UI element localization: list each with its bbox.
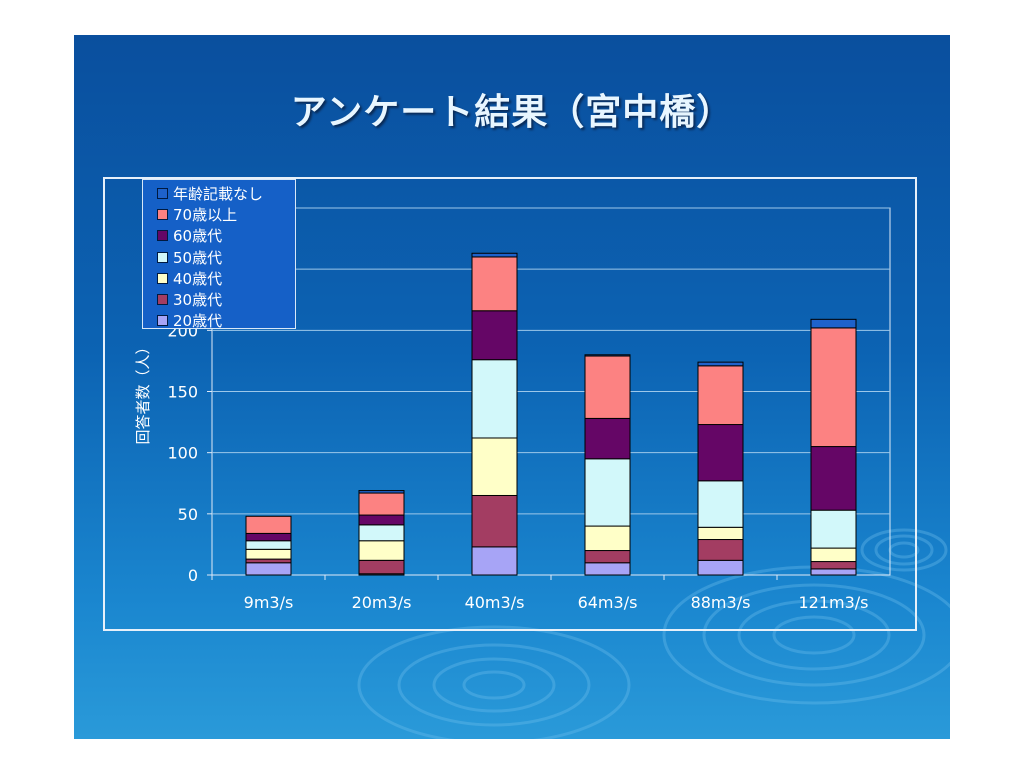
legend-label: 70歳以上 (173, 206, 238, 225)
bar-segment (584, 525, 631, 552)
bar-segment (471, 310, 518, 361)
bar-segment (584, 417, 631, 460)
y-tick-label: 0 (188, 566, 198, 585)
water-ripple-decoration (357, 528, 950, 739)
bar-segment (245, 540, 292, 550)
legend-item: 40歳代 (157, 268, 295, 289)
legend-item: 20歳代 (157, 310, 295, 331)
slide-title: アンケート結果（宮中橋） (290, 92, 734, 133)
legend-swatch (157, 209, 168, 221)
legend-item: 50歳代 (157, 247, 295, 268)
y-tick-label: 50 (178, 505, 198, 524)
bar-segment (471, 437, 518, 496)
bar-segment (697, 361, 744, 367)
legend-swatch (157, 188, 168, 200)
y-axis-label: 回答者数（人） (134, 339, 152, 444)
bar-segment (810, 568, 857, 576)
bar-segment (697, 365, 744, 426)
legend-item: 30歳代 (157, 289, 295, 310)
bar-segment (697, 480, 744, 528)
bar-segment (358, 492, 405, 516)
legend-label: 30歳代 (173, 291, 223, 310)
bar-segment (471, 252, 518, 258)
bar-segment (810, 509, 857, 549)
bar-segment (584, 458, 631, 527)
x-tick-label: 40m3/s (465, 593, 525, 612)
legend-item: 70歳以上 (157, 204, 295, 225)
legend-item: 年齢記載なし (157, 183, 295, 204)
bar-segment (697, 559, 744, 576)
bar-segment (245, 558, 292, 564)
bar-segment (245, 562, 292, 576)
bar-segment (584, 354, 631, 357)
legend-swatch (157, 294, 168, 306)
legend-swatch (157, 272, 168, 284)
bar-segment (245, 548, 292, 560)
bar-segment (584, 355, 631, 419)
legend-label: 40歳代 (173, 269, 223, 288)
legend-swatch (157, 315, 168, 327)
chart-legend: 年齢記載なし 70歳以上 60歳代 50歳代 40歳代 30歳代 20歳代 (142, 179, 296, 331)
bar-segment (810, 446, 857, 511)
chart-frame (103, 177, 917, 631)
bar-segment (584, 562, 631, 576)
y-tick-label: 100 (167, 444, 198, 463)
bar-segment (810, 561, 857, 570)
bar-segment (697, 424, 744, 482)
bar-segment (697, 539, 744, 561)
bar-segment (584, 550, 631, 564)
bar-segment (471, 256, 518, 312)
x-tick-label: 9m3/s (244, 593, 294, 612)
bar-segment (471, 494, 518, 548)
bar-segment (697, 526, 744, 541)
legend-swatch (157, 230, 168, 242)
bar-segment (358, 540, 405, 561)
bar-segment (810, 547, 857, 563)
bar-segment (810, 327, 857, 448)
bar-segment (358, 490, 405, 494)
bar-segment (471, 546, 518, 576)
bar-segment (810, 318, 857, 329)
x-tick-label: 64m3/s (578, 593, 638, 612)
x-tick-label: 121m3/s (798, 593, 868, 612)
bar-segment (245, 532, 292, 542)
y-tick-label: 150 (167, 383, 198, 402)
bar-segment (358, 514, 405, 526)
legend-label: 20歳代 (173, 312, 223, 331)
bar-segment (471, 359, 518, 439)
legend-label: 50歳代 (173, 248, 223, 267)
legend-swatch (157, 251, 168, 263)
x-tick-label: 20m3/s (352, 593, 412, 612)
bar-segment (245, 515, 292, 534)
slide: アンケート結果（宮中橋） (74, 35, 950, 739)
legend-item: 60歳代 (157, 225, 295, 246)
legend-label: 年齢記載なし (173, 185, 264, 204)
bar-segment (358, 524, 405, 542)
x-tick-label: 88m3/s (691, 593, 751, 612)
legend-label: 60歳代 (173, 227, 223, 246)
bar-segment (358, 559, 405, 575)
